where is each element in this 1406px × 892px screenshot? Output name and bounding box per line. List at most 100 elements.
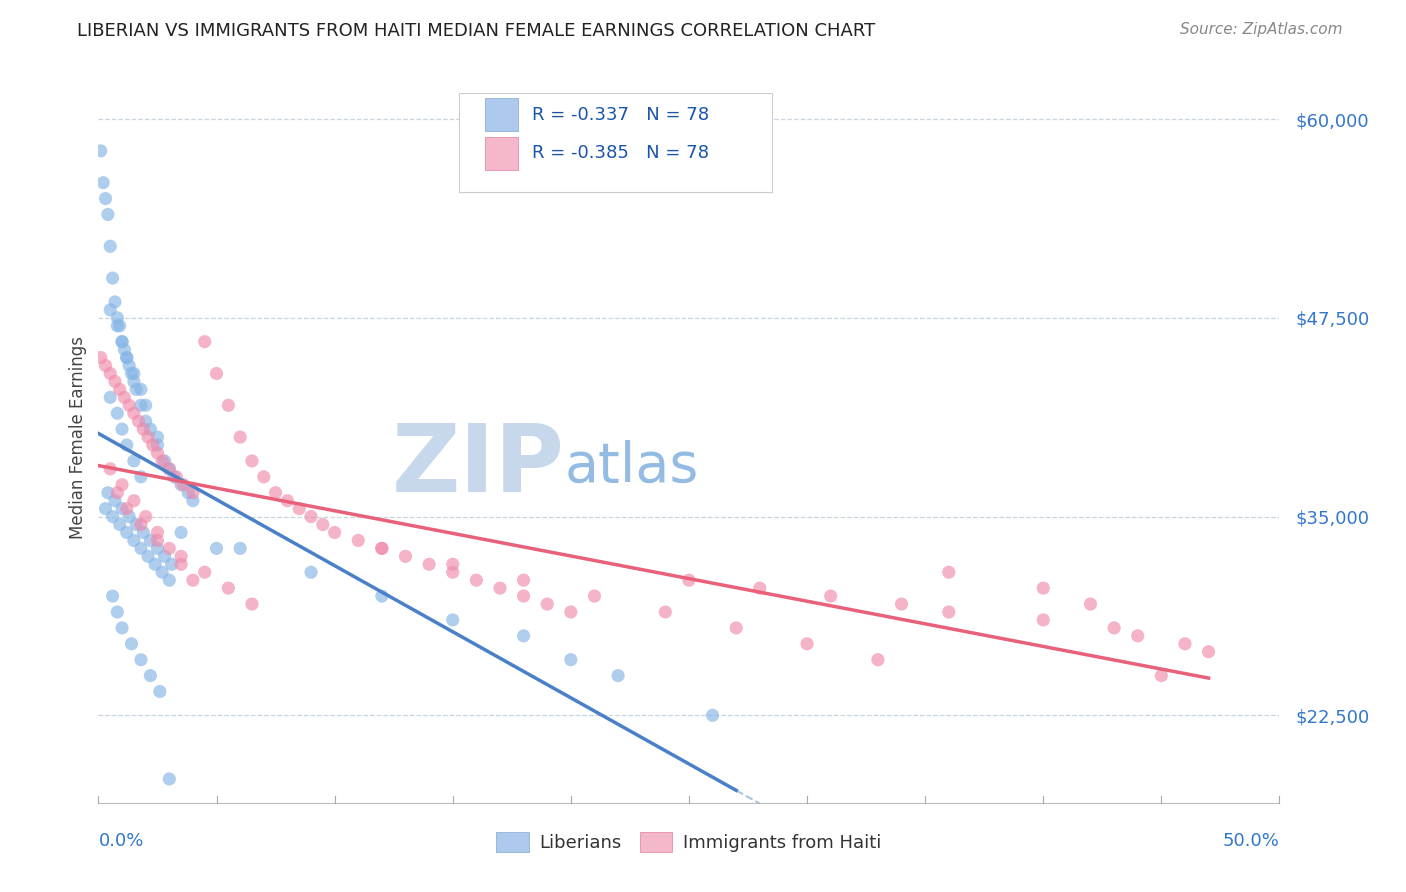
Point <box>146 446 169 460</box>
Point <box>299 509 322 524</box>
Legend: Liberians, Immigrants from Haiti: Liberians, Immigrants from Haiti <box>489 825 889 860</box>
Point <box>1102 621 1125 635</box>
Point <box>512 629 534 643</box>
Text: atlas: atlas <box>565 440 699 493</box>
Point <box>125 517 148 532</box>
Point <box>94 359 117 373</box>
Point <box>149 684 172 698</box>
Point <box>118 359 141 373</box>
Point <box>135 398 157 412</box>
Point <box>205 541 228 556</box>
Text: Source: ZipAtlas.com: Source: ZipAtlas.com <box>1180 22 1343 37</box>
Point <box>104 493 127 508</box>
Point <box>105 485 128 500</box>
Point <box>129 541 152 556</box>
Point <box>678 573 700 587</box>
Point <box>276 493 298 508</box>
Point <box>394 549 416 564</box>
Point <box>129 383 152 397</box>
Point <box>108 383 131 397</box>
Point <box>512 589 534 603</box>
Point <box>122 454 145 468</box>
Point <box>205 367 228 381</box>
Point <box>111 334 134 349</box>
Point <box>111 621 134 635</box>
Point <box>157 462 180 476</box>
Point <box>1032 581 1054 595</box>
Point <box>115 351 138 365</box>
Point <box>122 406 145 420</box>
Point <box>441 566 464 580</box>
Point <box>217 398 239 412</box>
Point <box>136 549 159 564</box>
Point <box>146 541 169 556</box>
Point <box>98 367 121 381</box>
Point <box>129 653 152 667</box>
Point <box>146 525 169 540</box>
Text: 50.0%: 50.0% <box>1223 832 1279 850</box>
Point <box>105 310 128 325</box>
Point <box>108 517 131 532</box>
Point <box>105 318 128 333</box>
Point <box>371 541 394 556</box>
Point <box>139 422 162 436</box>
Point <box>512 573 534 587</box>
Point <box>97 207 120 221</box>
Point <box>866 653 889 667</box>
Point <box>165 470 187 484</box>
Point <box>820 589 842 603</box>
Point <box>796 637 818 651</box>
Point <box>890 597 912 611</box>
Point <box>253 470 276 484</box>
Point <box>115 501 138 516</box>
Point <box>121 367 143 381</box>
Point <box>489 581 512 595</box>
Point <box>177 485 200 500</box>
Point <box>135 414 157 428</box>
Point <box>94 192 117 206</box>
Point <box>748 581 770 595</box>
Point <box>441 613 464 627</box>
Point <box>240 597 263 611</box>
Text: 0.0%: 0.0% <box>98 832 143 850</box>
Point <box>1150 668 1173 682</box>
Point <box>139 533 162 548</box>
Point <box>153 549 176 564</box>
Point <box>371 541 394 556</box>
Point <box>142 438 165 452</box>
Point <box>111 501 134 516</box>
Point <box>112 390 135 404</box>
Point <box>323 525 346 540</box>
Point <box>122 375 145 389</box>
Point <box>229 430 252 444</box>
Point <box>312 517 335 532</box>
Point <box>101 509 124 524</box>
Point <box>170 549 193 564</box>
Point <box>150 454 173 468</box>
Point <box>299 566 322 580</box>
Point <box>170 558 193 572</box>
Point <box>111 422 134 436</box>
Point <box>122 367 145 381</box>
Text: R = -0.385   N = 78: R = -0.385 N = 78 <box>531 145 709 162</box>
Point <box>465 573 488 587</box>
Point <box>702 708 724 723</box>
Point <box>583 589 606 603</box>
Point <box>938 605 960 619</box>
Point <box>132 525 155 540</box>
Point <box>121 637 143 651</box>
Point <box>129 398 152 412</box>
Point <box>91 176 114 190</box>
Point <box>98 390 121 404</box>
Point <box>146 533 169 548</box>
Point <box>111 477 134 491</box>
Point <box>181 493 204 508</box>
Point <box>153 454 176 468</box>
Point <box>94 501 117 516</box>
Point <box>146 438 169 452</box>
Point <box>108 318 131 333</box>
Point <box>560 605 582 619</box>
Point <box>118 509 141 524</box>
Point <box>157 772 180 786</box>
Point <box>112 343 135 357</box>
